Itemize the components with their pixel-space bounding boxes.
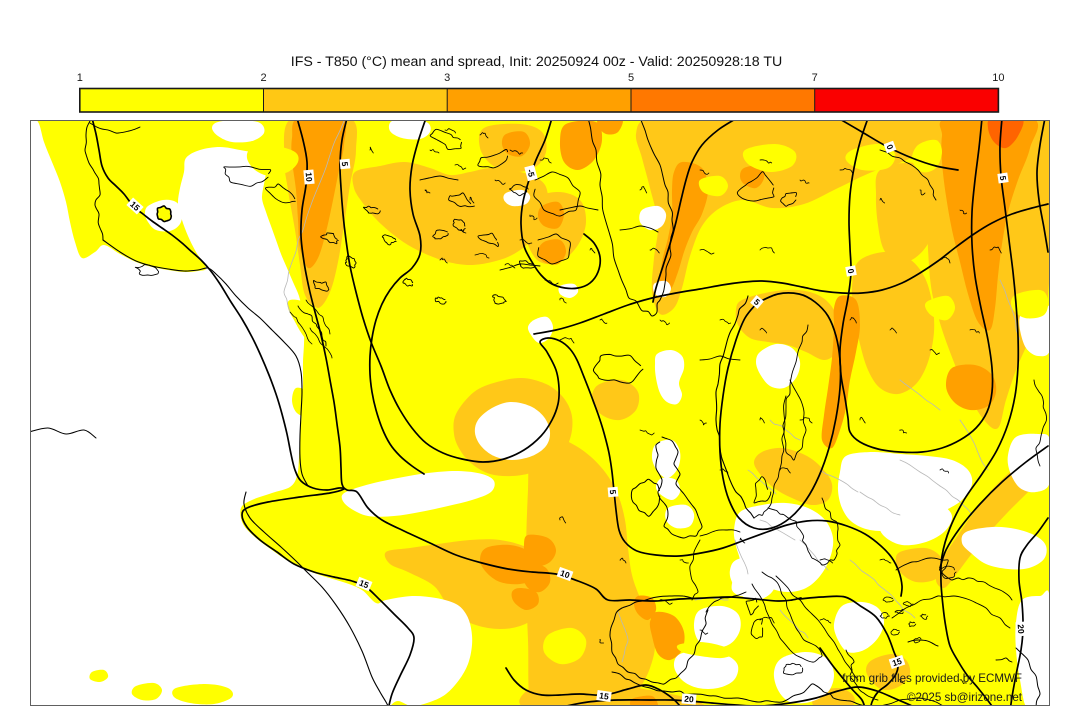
svg-text:IFS - T850 (°C) mean and sprea: IFS - T850 (°C) mean and spread, Init: 2… (291, 54, 783, 70)
svg-text:7: 7 (812, 72, 818, 84)
svg-text:2: 2 (260, 72, 266, 84)
svg-text:1: 1 (77, 72, 83, 84)
svg-text:20: 20 (684, 694, 695, 705)
svg-text:3: 3 (444, 72, 450, 84)
svg-text:10: 10 (304, 172, 315, 183)
svg-text:5: 5 (752, 297, 762, 308)
svg-text:5: 5 (628, 72, 634, 84)
svg-text:20: 20 (1016, 624, 1027, 635)
svg-text:0: 0 (846, 268, 857, 275)
svg-text:5: 5 (608, 489, 618, 495)
svg-text:10: 10 (559, 568, 572, 581)
svg-text:15: 15 (358, 578, 371, 591)
svg-text:©2025 sb@irizone.net: ©2025 sb@irizone.net (907, 691, 1023, 704)
svg-text:15: 15 (891, 656, 903, 669)
svg-text:15: 15 (599, 690, 610, 701)
svg-text:-5: -5 (525, 168, 537, 178)
svg-text:5: 5 (998, 175, 1009, 181)
svg-text:from grib files provided by EC: from grib files provided by ECMWF (842, 672, 1022, 685)
svg-text:0: 0 (884, 143, 895, 151)
svg-text:10: 10 (992, 72, 1004, 84)
svg-text:5: 5 (340, 161, 350, 167)
